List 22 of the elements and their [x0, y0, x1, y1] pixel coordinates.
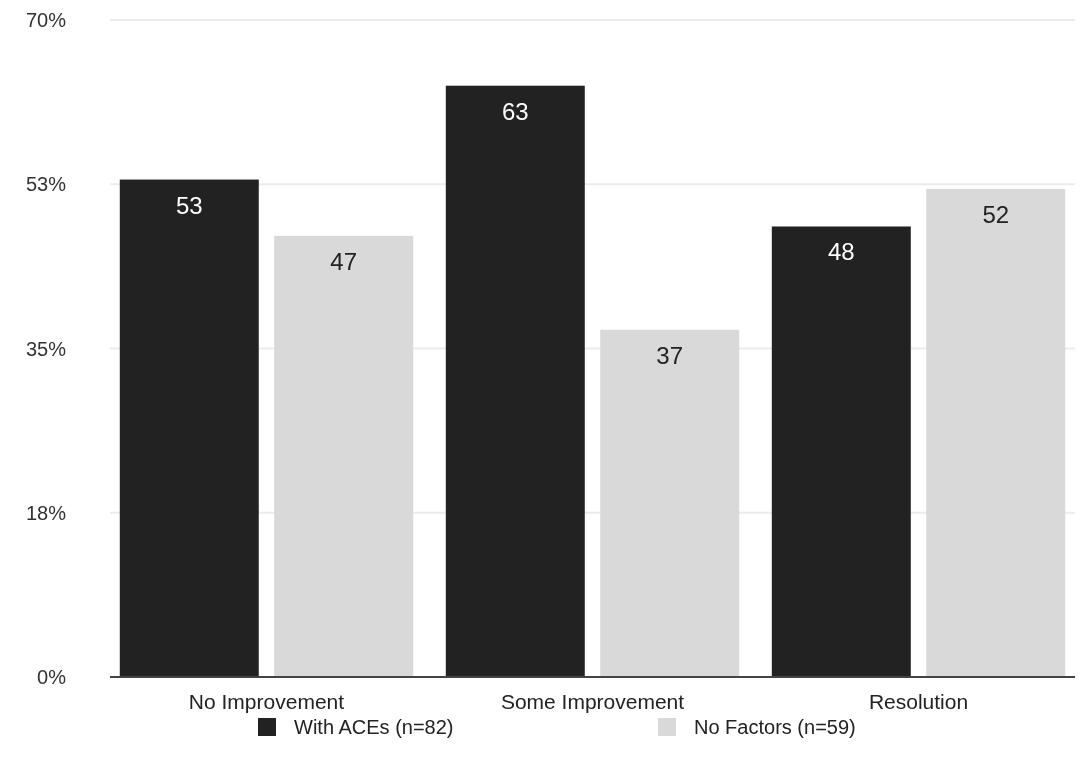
y-tick-label: 0% — [37, 666, 67, 688]
data-label: 47 — [330, 247, 358, 275]
data-label: 53 — [175, 191, 203, 219]
y-tick-label: 70% — [25, 9, 67, 31]
bar — [926, 188, 1066, 677]
legend-label: No Factors (n=59) — [694, 716, 856, 738]
bar — [445, 85, 585, 677]
y-tick-label: 18% — [25, 501, 67, 524]
bar — [771, 226, 911, 677]
data-label: 52 — [982, 200, 1010, 228]
legend-label: With ACEs (n=82) — [294, 716, 454, 738]
bar — [119, 179, 259, 677]
bar — [274, 235, 414, 677]
y-tick-label: 53% — [25, 173, 67, 196]
data-label: 63 — [501, 97, 529, 125]
x-tick-label: Some Improvement — [500, 690, 685, 713]
data-label: 37 — [656, 341, 684, 369]
x-tick-label: Resolution — [868, 690, 969, 713]
data-label: 48 — [827, 238, 855, 266]
x-tick-label: No Improvement — [188, 690, 345, 713]
y-tick-label: 35% — [25, 337, 67, 360]
bar — [600, 329, 740, 677]
